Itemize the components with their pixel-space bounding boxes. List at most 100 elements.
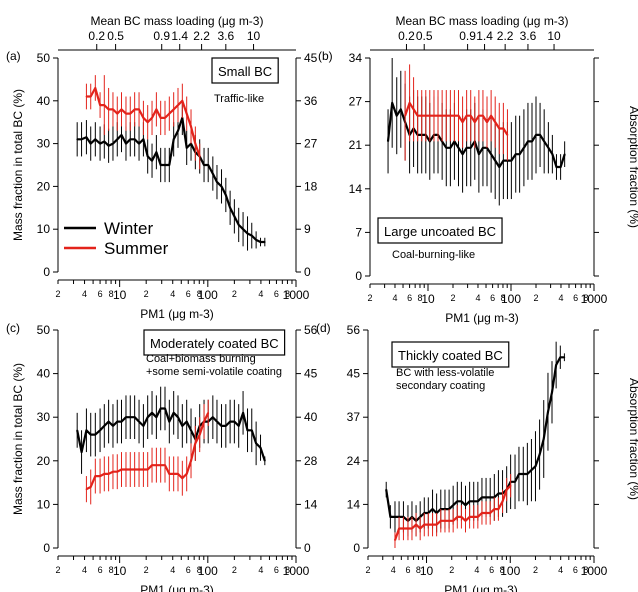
x-minor-tick-label: 6 xyxy=(186,289,191,299)
title-box xyxy=(211,57,279,84)
y-tick-label-left: 40 xyxy=(37,94,51,108)
x-tick-label: 100 xyxy=(501,292,521,306)
x-tick-label: 1000 xyxy=(283,564,310,578)
data-point xyxy=(142,468,145,471)
top-tick-label: 1.4 xyxy=(171,29,188,43)
data-point xyxy=(138,142,140,145)
data-point xyxy=(509,484,512,487)
data-point xyxy=(514,153,517,155)
x-minor-tick-label: 6 xyxy=(407,293,412,303)
data-point xyxy=(185,473,188,475)
data-point xyxy=(155,151,158,153)
x-tick-label: 10 xyxy=(420,564,434,578)
y-tick-label-right: 0 xyxy=(304,265,311,279)
x-minor-tick-label: 2 xyxy=(55,289,60,299)
y-tick-label-right: 18 xyxy=(304,179,318,193)
data-point xyxy=(473,121,476,123)
top-tick-label: 3.6 xyxy=(217,29,234,43)
title-box-text: Large uncoated BC xyxy=(384,224,496,239)
y-tick-label-right: 28 xyxy=(304,454,318,468)
x-minor-tick-label: 2 xyxy=(367,293,372,303)
data-point xyxy=(112,108,114,111)
x-minor-tick-label: 8 xyxy=(500,565,505,575)
data-point xyxy=(551,391,553,394)
data-point xyxy=(216,420,218,423)
data-point xyxy=(411,527,413,530)
data-point xyxy=(530,469,533,471)
data-point xyxy=(482,114,484,117)
top-tick-label: 0.2 xyxy=(398,29,415,43)
data-point xyxy=(543,140,545,143)
y-tick-label-left: 20 xyxy=(37,454,51,468)
x-minor-tick-label: 6 xyxy=(98,565,103,575)
title-box xyxy=(143,329,286,356)
data-point xyxy=(264,241,266,243)
data-point xyxy=(424,114,427,117)
data-point xyxy=(505,488,508,491)
y-tick-label-left: 50 xyxy=(37,51,51,65)
data-point xyxy=(551,153,554,155)
data-point xyxy=(259,241,262,243)
data-point xyxy=(497,492,500,495)
data-point xyxy=(172,412,175,414)
y-tick-label-left: 21 xyxy=(349,138,363,152)
annotation: Coal+biomass burning +some semi-volatile … xyxy=(146,353,282,378)
x-tick-label: 10 xyxy=(113,288,127,302)
title-box xyxy=(391,341,510,368)
data-point xyxy=(457,114,460,117)
data-point xyxy=(490,153,492,155)
data-point xyxy=(99,475,101,477)
x-minor-tick-label: 8 xyxy=(417,293,422,303)
data-point xyxy=(225,425,227,427)
data-point xyxy=(155,464,158,466)
data-point xyxy=(387,140,389,143)
data-point xyxy=(133,468,136,471)
data-point xyxy=(494,121,496,123)
series-summer xyxy=(393,474,512,548)
x-minor-tick-label: 2 xyxy=(533,565,538,575)
data-point xyxy=(404,114,406,117)
title-box xyxy=(377,217,503,244)
data-point xyxy=(498,127,501,130)
data-point xyxy=(164,117,166,119)
series-line xyxy=(76,407,266,462)
data-point xyxy=(428,114,431,117)
x-minor-tick-label: 8 xyxy=(197,565,202,575)
data-point xyxy=(469,146,472,149)
data-point xyxy=(94,138,97,141)
y-tick-label-left: 10 xyxy=(37,497,51,511)
data-point xyxy=(402,527,405,530)
data-point xyxy=(255,442,257,445)
data-point xyxy=(159,164,162,166)
x-minor-tick-label: 6 xyxy=(490,293,495,303)
panel-label: (a) xyxy=(6,49,21,63)
data-point xyxy=(465,146,468,149)
data-point xyxy=(168,112,171,115)
y-tick-label-left: 45 xyxy=(347,367,361,381)
y-axis-label-left: Mass fraction in total BC (%) xyxy=(11,363,25,515)
data-point xyxy=(120,134,123,136)
data-point xyxy=(190,429,192,432)
data-point xyxy=(435,523,438,526)
data-point xyxy=(190,125,192,128)
x-minor-tick-label: 4 xyxy=(82,565,87,575)
data-point xyxy=(151,117,153,119)
legend-label: Winter xyxy=(104,219,153,238)
data-point xyxy=(469,114,472,117)
top-tick-label: 10 xyxy=(247,29,261,43)
data-point xyxy=(94,475,97,477)
data-point xyxy=(439,519,442,522)
data-point xyxy=(452,504,454,506)
x-tick-label: 1000 xyxy=(581,292,608,306)
data-point xyxy=(212,172,214,175)
x-minor-tick-label: 4 xyxy=(474,565,479,575)
data-point xyxy=(481,496,483,499)
data-point xyxy=(478,153,480,155)
data-point xyxy=(76,429,78,432)
panel-label: (b) xyxy=(318,49,333,63)
y-tick-label-left: 20 xyxy=(37,179,51,193)
data-point xyxy=(89,95,92,98)
data-point xyxy=(465,114,468,117)
